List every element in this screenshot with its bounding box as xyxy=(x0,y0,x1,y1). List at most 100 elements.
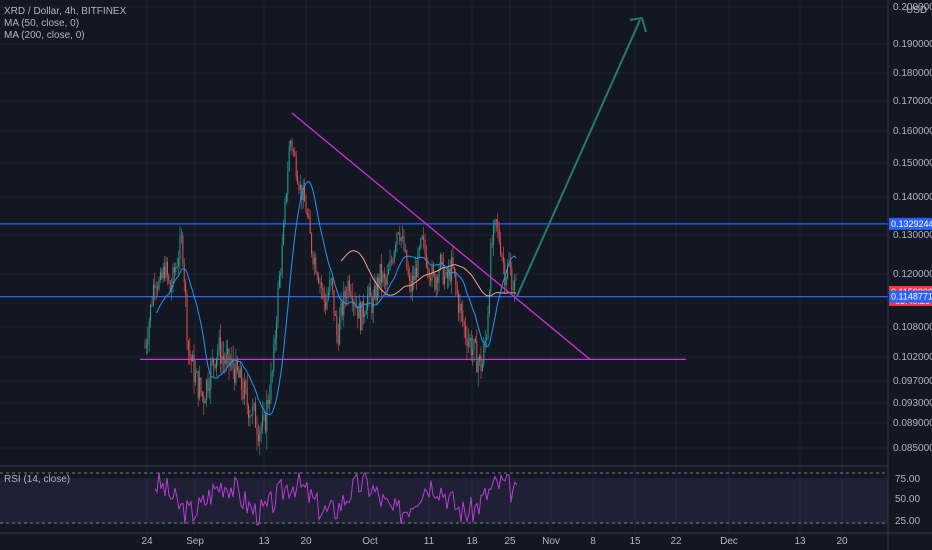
candle-body xyxy=(218,337,220,350)
price-tag-label: 0.11487719 xyxy=(891,292,932,302)
legend-main: XRD / Dollar, 4h, BITFINEX xyxy=(4,6,127,17)
candle-body xyxy=(470,337,472,355)
candle-body xyxy=(190,356,192,362)
candle-body xyxy=(206,379,208,401)
candle-body xyxy=(350,290,352,296)
candle-body xyxy=(281,244,283,273)
price-tick-label: 0.10800000 xyxy=(893,322,932,333)
candle-body xyxy=(145,344,147,348)
time-tick-label: Oct xyxy=(362,536,378,547)
candle-body xyxy=(393,251,395,262)
candle-body xyxy=(208,388,210,391)
candle-body xyxy=(241,368,243,390)
candle-body xyxy=(404,250,406,251)
candle-body xyxy=(236,358,238,371)
candle-body xyxy=(295,155,297,177)
candle-body xyxy=(381,263,383,283)
candle-body xyxy=(465,325,467,338)
candle-body xyxy=(168,275,170,282)
candle-body xyxy=(390,260,392,262)
rsi-line xyxy=(154,471,518,526)
candle-body xyxy=(309,217,311,234)
candle-body xyxy=(326,298,328,310)
candle-body xyxy=(385,278,387,286)
price-tick-label: 0.14000000 xyxy=(893,192,932,203)
horizontal-levels xyxy=(0,223,888,360)
candle-body xyxy=(308,215,310,218)
candle-body xyxy=(159,272,161,281)
candle-body xyxy=(360,303,362,331)
candle-body xyxy=(438,268,440,283)
candle-body xyxy=(243,381,245,400)
legend-ma50: MA (50, close, 0) xyxy=(4,18,80,29)
time-tick-label: 20 xyxy=(836,536,848,547)
price-tags: 0.132924450.1159300003:40:260.11487719 xyxy=(889,217,932,306)
candle-body xyxy=(416,267,418,278)
candle-body xyxy=(176,266,178,268)
candle-body xyxy=(481,363,483,372)
candle-body xyxy=(504,262,506,286)
candle-body xyxy=(180,235,182,237)
candle-body xyxy=(421,236,423,239)
price-tag-box xyxy=(889,217,932,230)
candle-body xyxy=(432,265,434,274)
candle-body xyxy=(315,257,317,273)
candle-body xyxy=(266,400,268,432)
candle-body xyxy=(155,287,157,289)
candle-body xyxy=(495,219,497,222)
arrow-head xyxy=(629,16,647,33)
candle-body xyxy=(466,337,468,347)
candle-body xyxy=(278,275,280,288)
candle-body xyxy=(148,321,150,341)
candle-body xyxy=(379,263,381,286)
price-tick-label: 0.08500000 xyxy=(893,443,932,454)
candle-body xyxy=(339,317,341,345)
candle-body xyxy=(305,201,307,213)
candle-body xyxy=(423,236,425,240)
candle-body xyxy=(369,287,371,297)
candle-body xyxy=(334,315,336,316)
candle-body xyxy=(444,275,446,284)
candle-body xyxy=(144,347,146,348)
candle-body xyxy=(410,281,412,292)
time-tick-label: 15 xyxy=(629,536,641,547)
candle-body xyxy=(500,241,502,255)
rsi-axis: 75.00 50.00 25.00 xyxy=(895,474,920,527)
time-tick-label: 20 xyxy=(300,536,312,547)
candle-body xyxy=(395,245,397,252)
candle-body xyxy=(460,303,462,311)
rsi-tick-label: 25.00 xyxy=(895,516,920,527)
candle-body xyxy=(323,289,325,302)
candle-body xyxy=(179,236,181,260)
candle-body xyxy=(389,260,391,270)
price-tag-box xyxy=(889,290,932,303)
candle-body xyxy=(399,232,401,241)
candle-body xyxy=(494,219,496,226)
candle-body xyxy=(292,150,294,152)
time-tick-label: 22 xyxy=(670,536,682,547)
time-tick-label: Sep xyxy=(186,536,204,547)
candle-body xyxy=(238,370,240,378)
candle-body xyxy=(327,292,329,299)
candle-body xyxy=(154,285,156,288)
candle-body xyxy=(358,303,360,319)
candle-body xyxy=(515,279,517,281)
rsi-tick-label: 50.00 xyxy=(895,494,920,505)
price-tag-label: 0.13292445 xyxy=(891,219,932,229)
candle-body xyxy=(368,287,370,296)
candle-body xyxy=(304,187,306,202)
candle-body xyxy=(161,272,163,279)
candle-body xyxy=(211,358,213,363)
candle-body xyxy=(256,427,258,435)
candle-body xyxy=(147,340,149,345)
price-tick-label: 0.16000000 xyxy=(893,126,932,137)
candle-body xyxy=(330,278,332,280)
candle-body xyxy=(152,285,154,305)
price-tick-label: 0.13000000 xyxy=(893,230,932,241)
candle-body xyxy=(298,183,300,190)
candle-body xyxy=(418,247,420,250)
candle-body xyxy=(221,355,223,364)
candle-body xyxy=(455,272,457,286)
candle-body xyxy=(263,414,265,416)
